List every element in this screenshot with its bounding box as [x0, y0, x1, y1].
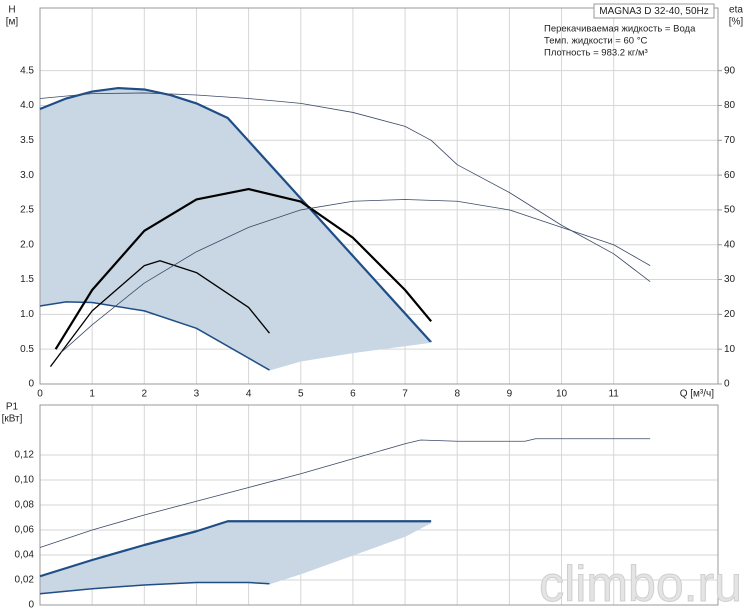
title-box [593, 3, 715, 19]
y-axis-label: P1 [6, 402, 19, 413]
y-tick-label: 1.0 [20, 309, 34, 320]
curve [60, 199, 651, 353]
x-tick-label: 6 [350, 389, 356, 400]
x-tick-label: 0 [37, 389, 43, 400]
plot-frame [39, 7, 719, 385]
y2-tick-label: 0 [724, 379, 730, 390]
x-tick-label: 11 [608, 389, 619, 400]
y-tick-label: 1.5 [20, 274, 34, 285]
x-tick-label: 8 [454, 389, 460, 400]
y-axis-label: [кВт] [2, 414, 23, 425]
x-tick-label: 7 [402, 389, 408, 400]
y-tick-label: 0,12 [15, 450, 35, 461]
y-tick-label: 0,06 [15, 525, 35, 536]
curve [39, 520, 432, 578]
y-tick-label: 0,08 [15, 500, 35, 511]
x-tick-label: 2 [142, 389, 148, 400]
curve [39, 86, 432, 343]
curve [39, 581, 270, 595]
y2-tick-label: 70 [724, 135, 736, 146]
curve [39, 438, 651, 548]
curve [39, 92, 651, 282]
annotation: Темп. жидкости = 60 °C [544, 36, 647, 47]
y-tick-label: 0,04 [15, 550, 35, 561]
y2-tick-label: 90 [724, 65, 736, 76]
curve [39, 301, 270, 371]
x-tick-label: 5 [298, 389, 304, 400]
y-tick-label: 0,10 [15, 475, 35, 486]
y-tick-label: 3.0 [20, 170, 34, 181]
y2-tick-label: 40 [724, 239, 736, 250]
x-tick-label: 9 [507, 389, 513, 400]
x-tick-label: 1 [89, 389, 95, 400]
y2-tick-label: 10 [724, 344, 736, 355]
y-tick-label: 0 [28, 379, 34, 390]
x-tick-label: 4 [246, 389, 252, 400]
y-tick-label: 4.5 [20, 65, 34, 76]
y2-tick-label: 30 [724, 274, 736, 285]
x-tick-label: 3 [194, 389, 200, 400]
curve [54, 187, 432, 350]
y-axis-label: [м] [6, 17, 19, 28]
y-tick-label: 4.0 [20, 100, 34, 111]
y2-tick-label: 50 [724, 205, 736, 216]
y2-axis-label: [%] [729, 17, 744, 28]
annotation: Перекачиваемая жидкость = Вода [544, 24, 696, 35]
y-tick-label: 0,02 [15, 575, 35, 586]
annotation: Плотность = 983.2 кг/м³ [544, 48, 648, 59]
chart-title: MAGNA3 D 32-40, 50Hz [599, 6, 709, 17]
curve [49, 260, 270, 367]
y2-axis-label: eta [729, 5, 743, 16]
y-axis-label: H [8, 5, 15, 16]
y-tick-label: 0 [28, 600, 34, 611]
curve [269, 522, 432, 585]
plot-frame [39, 404, 719, 606]
watermark: climbo.ru [539, 556, 742, 612]
y2-tick-label: 80 [724, 100, 736, 111]
x-axis-label: Q [м³/ч] [680, 389, 715, 400]
y-tick-label: 2.0 [20, 239, 34, 250]
y-tick-label: 3.5 [20, 135, 34, 146]
x-tick-label: 10 [556, 389, 568, 400]
curve [269, 341, 432, 371]
operating-area [40, 521, 432, 594]
y2-tick-label: 60 [724, 170, 736, 181]
y-tick-label: 2.5 [20, 205, 34, 216]
y2-tick-label: 20 [724, 309, 736, 320]
y-tick-label: 0.5 [20, 344, 34, 355]
operating-area [40, 88, 432, 371]
